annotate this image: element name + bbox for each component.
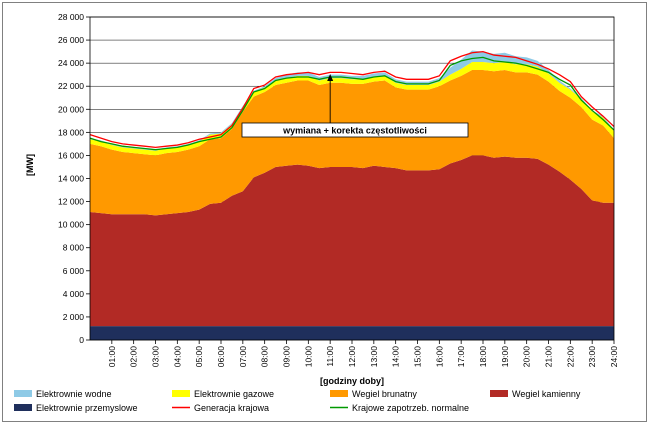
area-elektrownie-przemyslowe: [90, 326, 614, 340]
stacked-areas: [90, 50, 614, 340]
x-tick-label: 23:00: [587, 346, 597, 368]
x-tick-label: 02:00: [129, 346, 139, 368]
y-tick-label: 22 000: [58, 81, 84, 91]
x-tick-label: 13:00: [369, 346, 379, 368]
area-wegiel-brunatny: [90, 70, 614, 216]
legend-label-elektrownie-przemyslowe: Elektrownie przemyslowe: [36, 403, 138, 413]
annotation-box: [241, 122, 469, 138]
x-tick-label: 17:00: [456, 346, 466, 368]
y-tick-label: 12 000: [58, 197, 84, 207]
y-tick-label: 26 000: [58, 35, 84, 45]
x-axis-ticks: 01:00 02:00 03:00 04:00 05:00 06:00 07:00 08:00…: [107, 340, 619, 367]
x-tick-label: 10:00: [303, 346, 313, 368]
legend-label-wegiel-brunatny: Wegiel brunatny: [352, 389, 417, 399]
y-tick-label: 8 000: [63, 243, 85, 253]
x-tick-label: 09:00: [282, 346, 292, 368]
legend-label-generacja-krajowa: Generacja krajowa: [194, 403, 269, 413]
x-tick-label: 04:00: [172, 346, 182, 368]
y-tick-label: 18 000: [58, 127, 84, 137]
line-krajowe-zapotrzeb-normalne: [89, 56, 615, 151]
legend-label-elektrownie-gazowe: Elektrownie gazowe: [194, 389, 274, 399]
x-tick-label: 05:00: [194, 346, 204, 368]
x-tick-label: 22:00: [565, 346, 575, 368]
annotation: wymiana + korekta częstotliwości: [241, 74, 469, 138]
x-tick-label: 21:00: [544, 346, 554, 368]
x-tick-label: 12:00: [347, 346, 357, 368]
y-axis-ticks: 0 2 000 4 000 6 000 8 000 10 000 12 000 14 000 1…: [58, 12, 90, 345]
y-tick-label: 10 000: [58, 220, 84, 230]
legend-label-elektrownie-wodne: Elektrownie wodne: [36, 389, 112, 399]
x-tick-label: 11:00: [325, 346, 335, 367]
x-tick-label: 07:00: [238, 346, 248, 368]
line-generacja-krajowa: [89, 50, 615, 149]
x-tick-label: 03:00: [151, 346, 161, 368]
y-tick-label: 6 000: [63, 266, 85, 276]
annotation-text: wymiana + korekta częstotliwości: [282, 126, 427, 136]
legend-swatch-wegiel-brunatny: [330, 390, 348, 397]
legend-swatch-elektrownie-gazowe: [172, 390, 190, 397]
legend-swatch-wegiel-kamienny: [490, 390, 508, 397]
x-axis-title: [godziny doby]: [320, 376, 384, 386]
x-tick-label: 06:00: [216, 346, 226, 368]
x-tick-label: 18:00: [478, 346, 488, 368]
y-tick-label: 28 000: [58, 12, 84, 22]
x-tick-label: 14:00: [391, 346, 401, 368]
legend-label-wegiel-kamienny: Wegiel kamienny: [512, 389, 581, 399]
area-wegiel-kamienny: [90, 155, 614, 327]
x-tick-label: 15:00: [413, 346, 423, 368]
legend-swatch-elektrownie-wodne: [14, 390, 32, 397]
y-tick-label: 2 000: [63, 312, 85, 322]
annotation-arrow-head: [327, 74, 334, 81]
x-tick-label: 01:00: [107, 346, 117, 368]
y-tick-label: 24 000: [58, 58, 84, 68]
x-tick-label: 16:00: [434, 346, 444, 368]
y-tick-label: 16 000: [58, 150, 84, 160]
legend: Elektrownie wodne Elektrownie gazowe Wegie…: [14, 389, 581, 413]
y-axis-title: [MW]: [25, 154, 35, 176]
y-tick-label: 4 000: [63, 289, 85, 299]
y-tick-label: 20 000: [58, 104, 84, 114]
y-tick-label: 0: [79, 335, 84, 345]
y-tick-label: 14 000: [58, 174, 84, 184]
x-tick-label: 24:00: [609, 346, 619, 368]
legend-swatch-elektrownie-przemyslowe: [14, 404, 32, 411]
x-tick-label: 19:00: [500, 346, 510, 368]
x-tick-label: 08:00: [260, 346, 270, 368]
legend-label-krajowe-zapotrzeb-normalne: Krajowe zapotrzeb. normalne: [352, 403, 469, 413]
x-tick-label: 20:00: [522, 346, 532, 368]
total-lines: [89, 50, 615, 151]
area-elektrownie-gazowe: [90, 61, 614, 156]
